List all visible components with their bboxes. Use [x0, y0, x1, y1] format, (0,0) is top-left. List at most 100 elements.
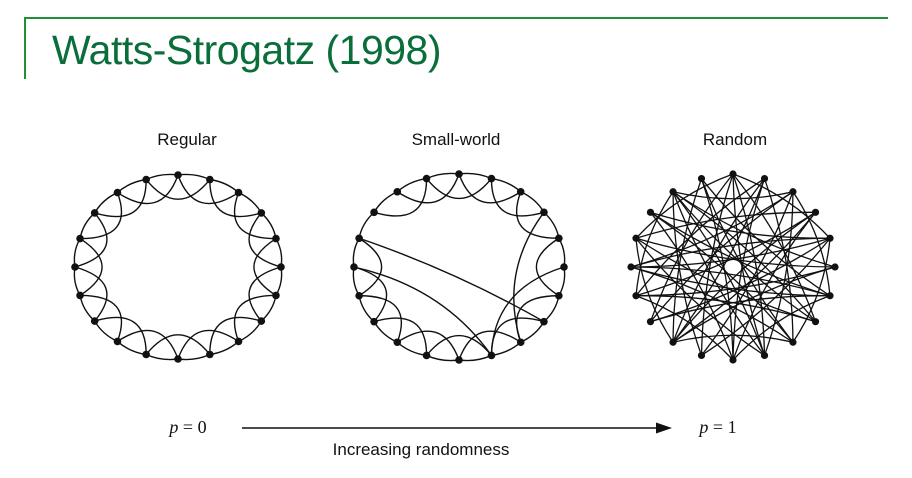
- random-edge: [635, 173, 734, 239]
- random-edge: [650, 237, 831, 323]
- ring-edge: [543, 211, 560, 239]
- random-edge: [649, 173, 734, 322]
- ring-edge: [145, 353, 179, 361]
- network-node: [277, 263, 285, 271]
- shortcut-edge: [358, 237, 545, 323]
- random-edge: [700, 178, 734, 361]
- network-node: [142, 350, 150, 359]
- ring-edge: [352, 266, 360, 297]
- ring-edge: [116, 178, 147, 194]
- random-network-label: Random: [703, 130, 767, 149]
- random-edge: [672, 211, 817, 343]
- lattice-edge: [94, 179, 147, 218]
- network-node: [455, 170, 463, 178]
- ring-edge: [116, 340, 147, 356]
- random-edge: [700, 178, 831, 297]
- network-node: [76, 234, 84, 243]
- network-node: [393, 338, 402, 347]
- ring-edge: [73, 238, 81, 268]
- title-rule-left: [24, 17, 26, 79]
- ring-edge: [491, 341, 522, 357]
- ring-edge: [177, 173, 211, 181]
- network-node: [113, 188, 122, 197]
- random-edge: [672, 191, 766, 356]
- p-one-label: p = 1: [697, 417, 736, 437]
- random-edge: [672, 191, 817, 323]
- lattice-edge: [145, 179, 211, 200]
- ring-edge: [275, 266, 283, 296]
- network-node: [697, 351, 706, 360]
- network-node: [422, 174, 431, 183]
- lattice-edge: [458, 173, 522, 204]
- lattice-edge: [94, 316, 147, 355]
- lattice-edge: [79, 237, 103, 297]
- network-node: [487, 174, 496, 183]
- network-node: [174, 171, 182, 179]
- lattice-edge: [396, 173, 460, 204]
- network-node: [540, 208, 548, 217]
- lattice-edge: [248, 212, 282, 268]
- lattice-edge: [209, 179, 262, 218]
- network-node: [142, 175, 150, 184]
- ring-edge: [94, 320, 118, 343]
- p-one-var: p: [697, 417, 708, 437]
- network-node: [540, 317, 548, 326]
- random-edge: [700, 178, 794, 343]
- ring-edge: [209, 340, 240, 356]
- random-edge: [630, 237, 831, 268]
- random-edge: [701, 237, 831, 356]
- title-rule-top: [24, 17, 888, 19]
- random-edge: [649, 211, 734, 361]
- ring-edge: [373, 321, 398, 343]
- ring-edge: [558, 237, 566, 268]
- ring-edge: [458, 172, 492, 180]
- lattice-edge: [490, 317, 545, 356]
- random-edge: [732, 178, 766, 361]
- lattice-edge: [145, 334, 211, 355]
- random-edge: [732, 173, 817, 322]
- ring-edge: [426, 172, 460, 180]
- network-node: [826, 234, 834, 242]
- network-node: [669, 338, 677, 346]
- network-node: [455, 356, 463, 364]
- random-edge: [763, 191, 794, 356]
- lattice-edge: [359, 295, 402, 343]
- lattice-edge: [177, 329, 239, 360]
- ring-edge: [79, 212, 96, 239]
- random-edge: [635, 237, 816, 323]
- network-node: [422, 351, 431, 360]
- network-node: [516, 338, 525, 347]
- network-node: [370, 208, 378, 217]
- ring-edge: [260, 212, 277, 239]
- random-edge: [732, 173, 831, 239]
- ring-edge: [145, 173, 179, 181]
- random-edge: [672, 178, 703, 343]
- lattice-edge: [177, 174, 239, 205]
- network-node: [669, 188, 677, 196]
- lattice-edge: [80, 294, 123, 342]
- lattice-edge: [117, 174, 179, 205]
- lattice-edge: [426, 178, 492, 200]
- random-edge: [672, 334, 794, 343]
- network-node: [729, 356, 737, 364]
- random-edge: [672, 211, 816, 343]
- random-edge: [635, 211, 816, 239]
- slide-title: Watts-Strogatz (1998): [52, 27, 442, 73]
- regular-network-label: Regular: [157, 130, 217, 149]
- network-node: [234, 337, 243, 346]
- shortcut-edge: [490, 266, 565, 356]
- lattice-edge: [490, 178, 545, 217]
- increasing-randomness-caption: Increasing randomness: [333, 440, 510, 459]
- lattice-edge: [233, 192, 276, 240]
- lattice-edge: [353, 266, 388, 323]
- ring-edge: [358, 211, 375, 239]
- network-node: [113, 337, 122, 346]
- ring-edge: [238, 191, 262, 214]
- network-node: [350, 263, 358, 271]
- lattice-edge: [358, 237, 383, 297]
- network-node: [71, 263, 79, 271]
- random-edge: [635, 266, 836, 297]
- random-edge: [635, 238, 674, 343]
- random-edge: [630, 266, 794, 343]
- p-zero-var: p: [167, 417, 178, 437]
